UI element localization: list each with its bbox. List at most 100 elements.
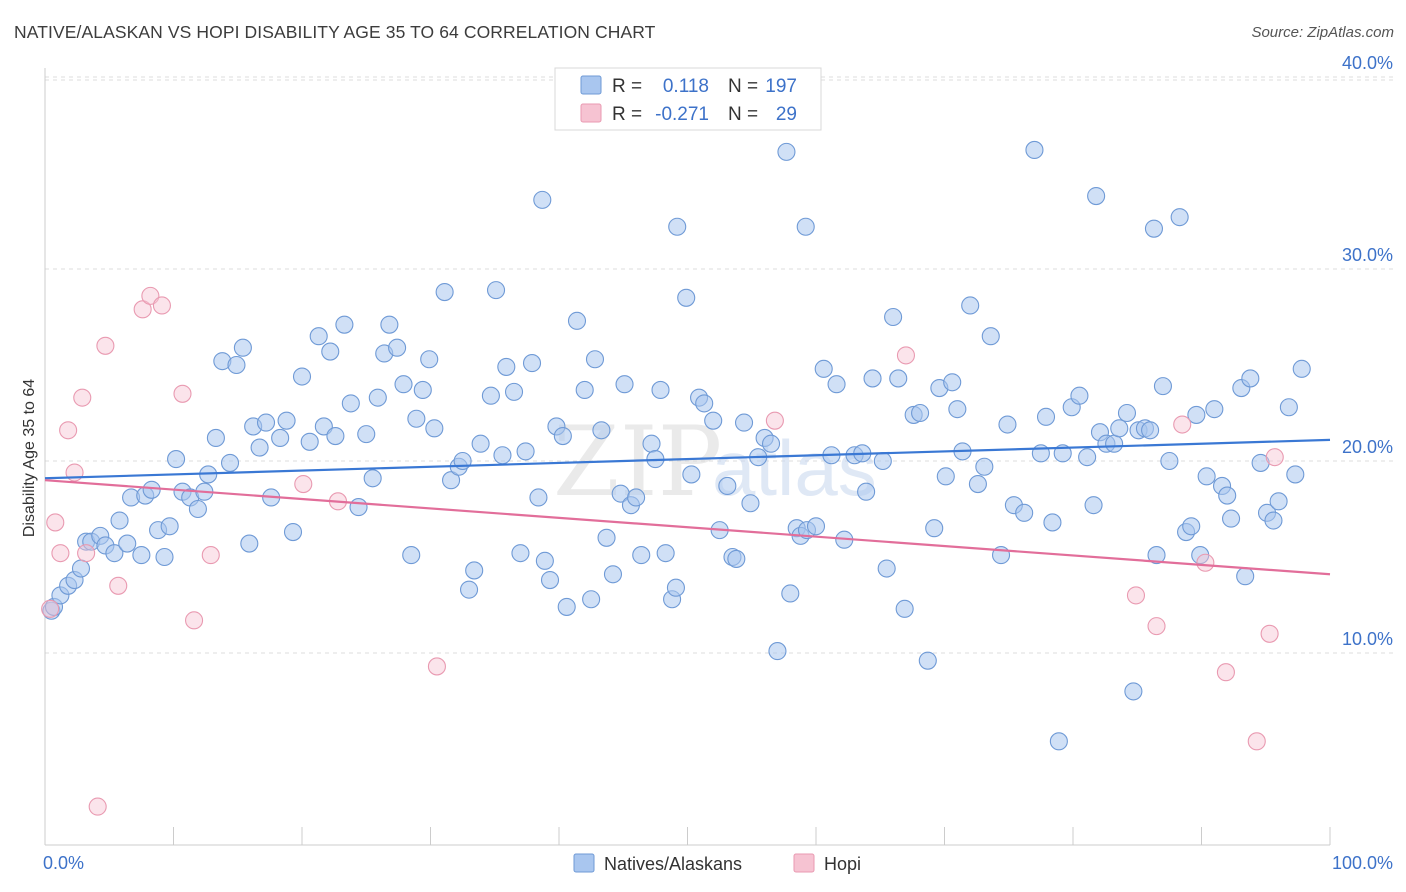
chart-title: NATIVE/ALASKAN VS HOPI DISABILITY AGE 35… <box>14 22 656 42</box>
trend-line-hopi <box>44 479 1331 576</box>
native-point <box>668 217 687 236</box>
native-point <box>627 488 646 507</box>
native-point <box>777 142 796 161</box>
native-point <box>380 315 399 334</box>
x-tick-label-min: 0.0% <box>43 853 84 873</box>
native-point <box>666 578 685 597</box>
source-label: Source: ZipAtlas.com <box>1251 24 1394 41</box>
native-point <box>1170 208 1189 227</box>
hopi-point <box>73 388 92 407</box>
hopi-point <box>173 384 192 403</box>
native-point <box>918 651 937 670</box>
native-point <box>651 380 670 400</box>
hopi-point <box>96 336 115 355</box>
native-point <box>1160 451 1179 471</box>
native-point <box>567 311 587 330</box>
native-point <box>481 386 500 405</box>
native-point <box>857 482 876 501</box>
legend-r-label-natives: R = <box>612 76 642 97</box>
native-point <box>961 296 980 315</box>
native-point <box>240 534 259 553</box>
native-point <box>704 411 723 430</box>
native-point <box>206 428 225 448</box>
legend-top: R = 0.118 N = 197 R = -0.271 N = 29 <box>554 67 822 131</box>
native-point <box>314 417 333 436</box>
legend-bottom-label-hopi: Hopi <box>824 854 861 874</box>
native-point <box>1124 682 1143 701</box>
native-point <box>936 467 955 486</box>
native-point <box>1269 492 1288 511</box>
native-point <box>167 450 186 469</box>
hopi-point <box>294 474 313 494</box>
native-point <box>741 494 760 513</box>
trend-lines <box>44 438 1331 576</box>
native-point <box>256 413 276 432</box>
native-point <box>1264 511 1283 530</box>
native-point <box>1187 405 1206 424</box>
native-point <box>220 453 240 472</box>
native-point <box>873 451 892 471</box>
native-point <box>1144 219 1164 238</box>
native-point <box>884 307 903 327</box>
hopi-point <box>41 599 60 618</box>
native-point <box>718 476 737 496</box>
native-point <box>504 382 524 401</box>
native-point <box>292 367 312 386</box>
hopi-point <box>46 513 65 532</box>
hopi-point <box>1265 448 1284 467</box>
legend-bottom-swatch-natives <box>573 853 595 873</box>
native-point <box>516 442 535 461</box>
native-point <box>227 355 246 375</box>
native-point <box>277 411 296 430</box>
native-point <box>529 488 548 507</box>
native-point <box>420 350 439 369</box>
native-point <box>349 498 368 517</box>
legend-swatch-natives <box>580 75 602 95</box>
hopi-point <box>152 296 171 315</box>
native-point <box>632 546 651 565</box>
x-tick-label-max: 100.0% <box>1332 853 1393 873</box>
native-point <box>597 528 616 547</box>
native-point <box>1117 403 1137 423</box>
legend-r-value-natives: 0.118 <box>663 76 709 97</box>
native-point <box>363 469 382 488</box>
native-point <box>863 369 882 388</box>
native-point <box>493 446 512 465</box>
hopi-point <box>1196 553 1215 572</box>
native-point <box>459 580 479 599</box>
native-point <box>796 217 815 236</box>
native-point <box>1197 467 1216 486</box>
legend-swatch-hopi <box>580 103 602 123</box>
y-tick-label: 30.0% <box>1342 245 1393 265</box>
native-point <box>1286 465 1305 484</box>
native-point <box>357 425 376 444</box>
watermark-atlas: atlas <box>712 424 877 512</box>
native-point <box>465 561 484 580</box>
data-points <box>41 140 1311 816</box>
native-point <box>1153 377 1172 396</box>
hopi-point <box>896 346 916 365</box>
native-point <box>1292 359 1311 378</box>
legend-r-value-hopi: -0.271 <box>655 104 709 125</box>
native-point <box>1070 386 1089 405</box>
y-tick-label: 10.0% <box>1342 629 1393 649</box>
native-point <box>368 388 387 407</box>
native-point <box>155 547 174 567</box>
hopi-point <box>1173 415 1192 434</box>
hopi-point <box>765 411 784 430</box>
native-point <box>1015 503 1034 522</box>
native-point <box>1141 421 1160 440</box>
native-point <box>1110 419 1129 438</box>
native-point <box>656 544 675 563</box>
native-point <box>471 434 490 453</box>
hopi-point <box>59 421 78 440</box>
native-point <box>233 338 252 357</box>
native-point <box>321 342 340 361</box>
native-point <box>677 288 696 307</box>
native-point <box>806 517 826 536</box>
native-point <box>486 281 506 300</box>
native-point <box>160 517 179 536</box>
legend-bottom-label-natives: Natives/Alaskans <box>604 854 742 874</box>
native-point <box>1205 400 1224 419</box>
native-point <box>1218 486 1237 505</box>
